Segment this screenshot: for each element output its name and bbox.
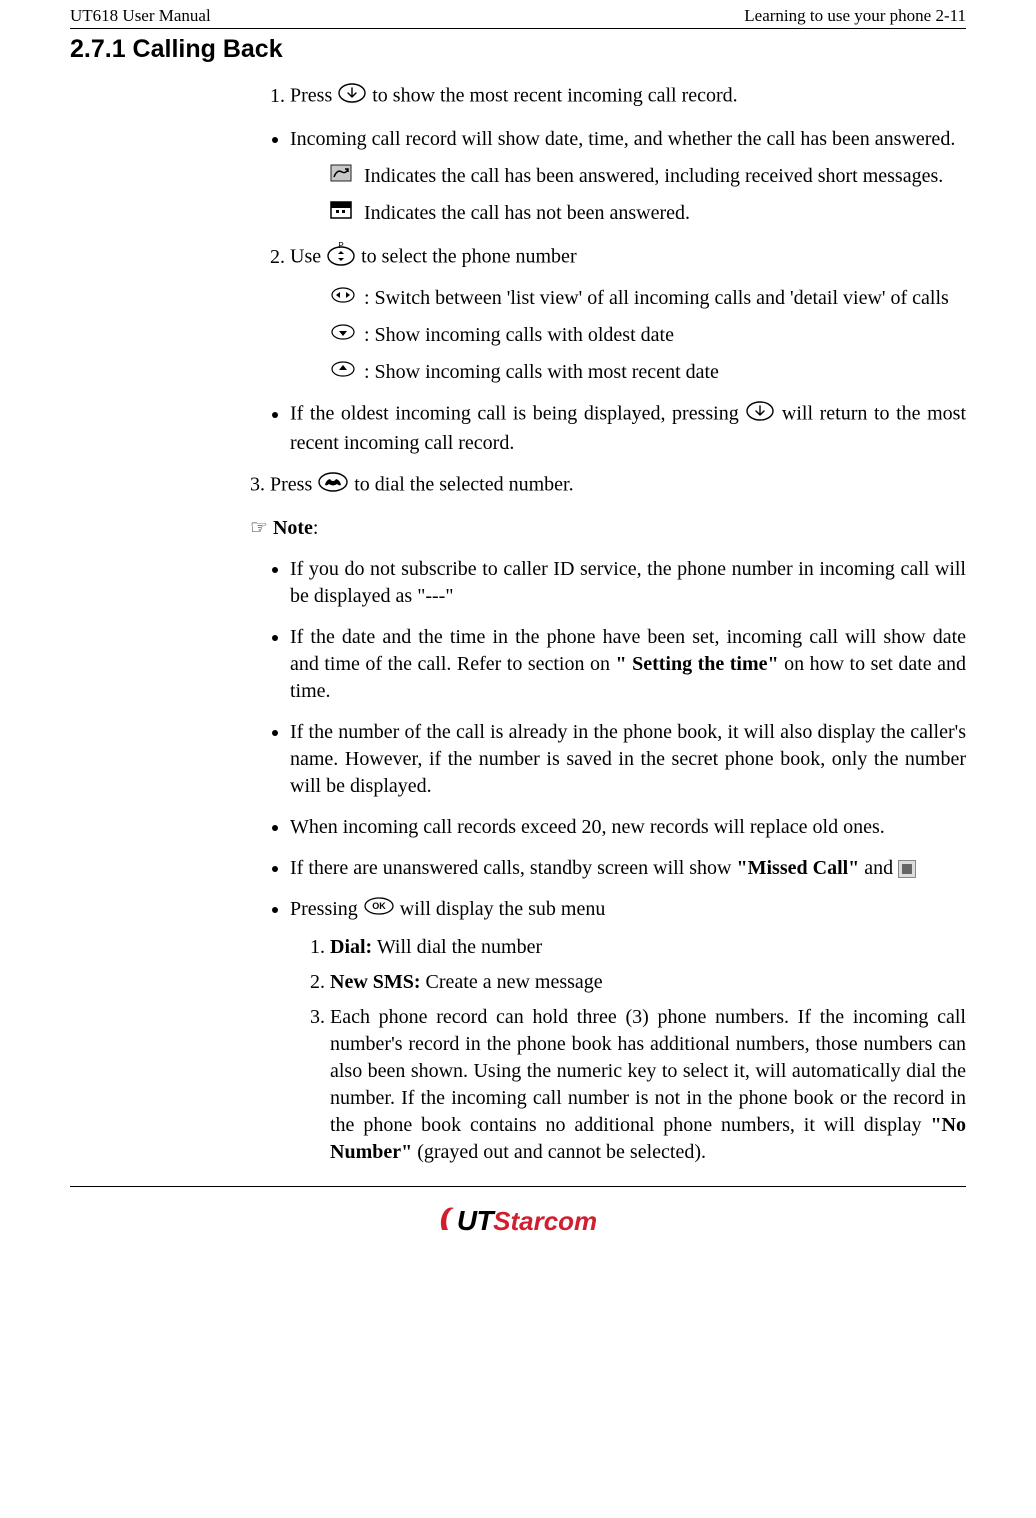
note-2: If the date and the time in the phone ha…: [290, 624, 966, 705]
sub2-t: Create a new message: [421, 971, 603, 993]
down-ellipse-icon-2: [745, 400, 775, 430]
switch-row: : Switch between 'list view' of all inco…: [330, 285, 966, 312]
note5-a: If there are unanswered calls, standby s…: [290, 857, 737, 879]
bullet-incoming-text: Incoming call record will show date, tim…: [290, 128, 955, 150]
step3-prefix: 3. Press: [250, 474, 317, 496]
main-ordered-list-2: Use P to select the phone number: [250, 241, 966, 386]
svg-text:P: P: [338, 241, 343, 250]
sub-1: Dial: Will dial the number: [330, 934, 966, 961]
main-ordered-list: Press to show the most recent incoming c…: [250, 82, 966, 112]
step-1: Press to show the most recent incoming c…: [290, 82, 966, 112]
answered-call-icon: [330, 163, 352, 190]
step1-suffix: to show the most recent incoming call re…: [372, 85, 737, 107]
header-right: Learning to use your phone 2-11: [744, 6, 966, 26]
unanswered-call-icon: [330, 200, 352, 227]
oldest-text: : Show incoming calls with oldest date: [364, 322, 674, 349]
step2-prefix: Use: [290, 246, 326, 268]
submenu-list: Dial: Will dial the number New SMS: Crea…: [290, 934, 966, 1166]
sub1-t: Will dial the number: [372, 936, 542, 958]
phone-handset-ellipse-icon: [317, 471, 349, 501]
recent-text: : Show incoming calls with most recent d…: [364, 359, 719, 386]
sub3-c: (grayed out and cannot be selected).: [412, 1141, 706, 1163]
content-body: Press to show the most recent incoming c…: [250, 82, 966, 1166]
note-heading: ☞ Note:: [250, 515, 966, 542]
note5-c: and: [859, 857, 898, 879]
note-5: If there are unanswered calls, standby s…: [290, 855, 966, 882]
notes-list: If you do not subscribe to caller ID ser…: [250, 556, 966, 1166]
unanswered-text: Indicates the call has not been answered…: [364, 200, 690, 227]
bullet-list-1: Incoming call record will show date, tim…: [250, 126, 966, 227]
note6-suffix: will display the sub menu: [400, 898, 606, 920]
page: UT618 User Manual Learning to use your p…: [0, 0, 1036, 1277]
sub-3: Each phone record can hold three (3) pho…: [330, 1004, 966, 1166]
updown-ellipse-p-icon: P: [326, 241, 356, 275]
header-left: UT618 User Manual: [70, 6, 211, 26]
step2-suffix: to select the phone number: [361, 246, 577, 268]
switch-text: : Switch between 'list view' of all inco…: [364, 285, 949, 312]
note2-b: " Setting the time": [615, 653, 778, 675]
sub2-b: New SMS:: [330, 971, 421, 993]
note-3: If the number of the call is already in …: [290, 719, 966, 800]
note5-b: "Missed Call": [737, 857, 860, 879]
recent-row: : Show incoming calls with most recent d…: [330, 359, 966, 386]
oldest-row: : Show incoming calls with oldest date: [330, 322, 966, 349]
note-1: If you do not subscribe to caller ID ser…: [290, 556, 966, 610]
sub1-b: Dial:: [330, 936, 372, 958]
section-title: 2.7.1 Calling Back: [70, 35, 966, 64]
missed-call-box-icon: [898, 860, 916, 878]
bullet-oldest-prefix: If the oldest incoming call is being dis…: [290, 403, 745, 425]
note6-prefix: Pressing: [290, 898, 363, 920]
bullet-list-2: If the oldest incoming call is being dis…: [250, 400, 966, 457]
page-header: UT618 User Manual Learning to use your p…: [70, 0, 966, 28]
logo-swoosh-icon: [439, 1206, 457, 1232]
logo-starcom: Starcom: [493, 1206, 597, 1236]
note-symbol: ☞: [250, 517, 268, 539]
bullet-incoming: Incoming call record will show date, tim…: [290, 126, 966, 227]
footer-logo: UTStarcom: [70, 1205, 966, 1237]
note-4: When incoming call records exceed 20, ne…: [290, 814, 966, 841]
note-6: Pressing OK will display the sub menu Di…: [290, 896, 966, 1166]
logo-ut: UT: [457, 1205, 493, 1236]
note-colon: :: [313, 517, 319, 539]
down-ellipse-small-icon: [330, 322, 356, 349]
leftright-ellipse-icon: [330, 285, 356, 312]
answered-text: Indicates the call has been answered, in…: [364, 163, 943, 190]
ok-ellipse-icon: OK: [363, 896, 395, 924]
up-ellipse-small-icon: [330, 359, 356, 386]
footer-rule: [70, 1186, 966, 1187]
bullet-oldest-pressing: If the oldest incoming call is being dis…: [290, 400, 966, 457]
step3-suffix: to dial the selected number.: [354, 474, 573, 496]
step1-prefix: Press: [290, 85, 337, 107]
unanswered-row: Indicates the call has not been answered…: [330, 200, 966, 227]
step-2: Use P to select the phone number: [290, 241, 966, 386]
step-3: 3. Press to dial the selected number.: [250, 471, 966, 501]
sub-2: New SMS: Create a new message: [330, 969, 966, 996]
down-ellipse-icon: [337, 82, 367, 112]
sub3-a: Each phone record can hold three (3) pho…: [330, 1006, 966, 1136]
answered-row: Indicates the call has been answered, in…: [330, 163, 966, 190]
header-rule: [70, 28, 966, 29]
note-label-text: Note: [268, 517, 313, 539]
svg-text:OK: OK: [372, 901, 386, 911]
